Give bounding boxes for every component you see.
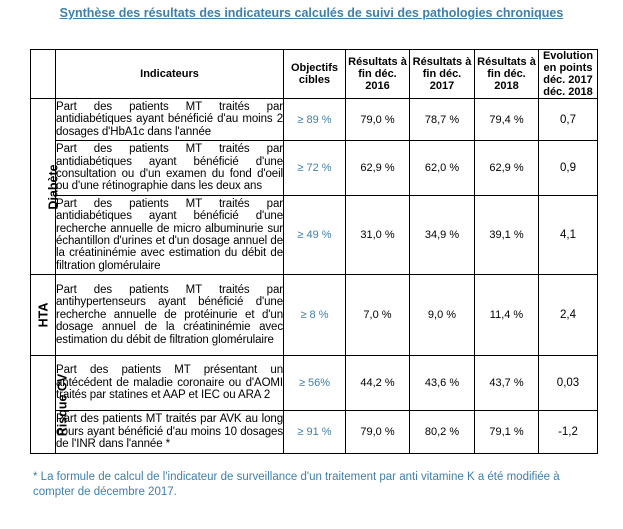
header-evolution: Evolution en points déc. 2017 déc. 2018 [538, 49, 598, 99]
indicator-cell: Part des patients MT traités par antihyp… [55, 274, 284, 356]
header-res-2018: Résultats à fin déc. 2018 [474, 49, 539, 99]
table-row: HTA Part des patients MT traités par ant… [30, 274, 598, 356]
result-2018-cell: 62,9 % [474, 140, 539, 196]
group-label-diabete: Diabète [46, 163, 61, 210]
evolution-cell: 0,03 [538, 355, 598, 411]
group-label-risque-cv: Risque CV [55, 373, 70, 436]
result-2016-cell: 79,0 % [345, 98, 410, 141]
group-label-hta: HTA [36, 302, 51, 328]
objective-cell: ≥ 49 % [283, 195, 346, 275]
table-row: Diabète Part des patients MT traités par… [30, 98, 598, 275]
result-2016-cell: 7,0 % [345, 274, 410, 356]
objective-cell: ≥ 72 % [283, 140, 346, 196]
result-2017-cell: 78,7 % [409, 98, 475, 141]
indicator-cell: Part des patients MT traités par AVK au … [55, 410, 284, 454]
page-title: Synthèse des résultats des indicateurs c… [59, 6, 564, 20]
header-res-2017: Résultats à fin déc. 2017 [409, 49, 475, 99]
result-2016-cell: 44,2 % [345, 355, 410, 411]
group-hta: HTA [30, 274, 56, 356]
objective-cell: ≥ 89 % [283, 98, 346, 141]
result-2017-cell: 43,6 % [409, 355, 475, 411]
table-row: Risque CV Part des patients MT présentan… [30, 355, 598, 454]
header-objectifs: Objectifs cibles [283, 49, 346, 99]
objective-cell: ≥ 56% [283, 355, 346, 411]
header-res-2016: Résultats à fin déc. 2016 [345, 49, 410, 99]
indicator-cell: Part des patients MT présentant un antéc… [55, 355, 284, 411]
evolution-cell: 2,4 [538, 274, 598, 356]
header-empty [30, 49, 56, 99]
table-row: Part des patients MT traités par AVK au … [31, 410, 598, 454]
table-row: Part des patients MT traités par antidia… [31, 140, 598, 196]
evolution-cell: 4,1 [538, 195, 598, 275]
indicator-cell: Part des patients MT traités par antidia… [55, 98, 284, 141]
indicators-table: Indicateurs Objectifs cibles Résultats à… [30, 49, 598, 454]
result-2018-cell: 11,4 % [474, 274, 539, 356]
evolution-cell: 0,7 [538, 98, 598, 141]
result-2018-cell: 39,1 % [474, 195, 539, 275]
result-2017-cell: 62,0 % [409, 140, 475, 196]
result-2016-cell: 79,0 % [345, 410, 410, 454]
result-2017-cell: 9,0 % [409, 274, 475, 356]
result-2016-cell: 62,9 % [345, 140, 410, 196]
result-2016-cell: 31,0 % [345, 195, 410, 275]
indicator-cell: Part des patients MT traités par antidia… [55, 140, 284, 196]
result-2018-cell: 43,7 % [474, 355, 539, 411]
indicator-cell: Part des patients MT traités par antidia… [55, 195, 284, 275]
footnote: * La formule de calcul de l'indicateur d… [33, 471, 560, 498]
group-diabete: Diabète [30, 98, 61, 275]
objective-cell: ≥ 8 % [283, 274, 346, 356]
result-2017-cell: 80,2 % [409, 410, 475, 454]
group-risque-cv: Risque CV [30, 355, 69, 454]
evolution-cell: -1,2 [538, 410, 598, 454]
table-row: Part des patients MT traités par antidia… [31, 195, 598, 275]
header-indicateurs: Indicateurs [55, 49, 284, 99]
result-2017-cell: 34,9 % [409, 195, 475, 275]
result-2018-cell: 79,1 % [474, 410, 539, 454]
objective-cell: ≥ 91 % [283, 410, 346, 454]
evolution-cell: 0,9 [538, 140, 598, 196]
header-row: Indicateurs Objectifs cibles Résultats à… [30, 49, 598, 99]
result-2018-cell: 79,4 % [474, 98, 539, 141]
